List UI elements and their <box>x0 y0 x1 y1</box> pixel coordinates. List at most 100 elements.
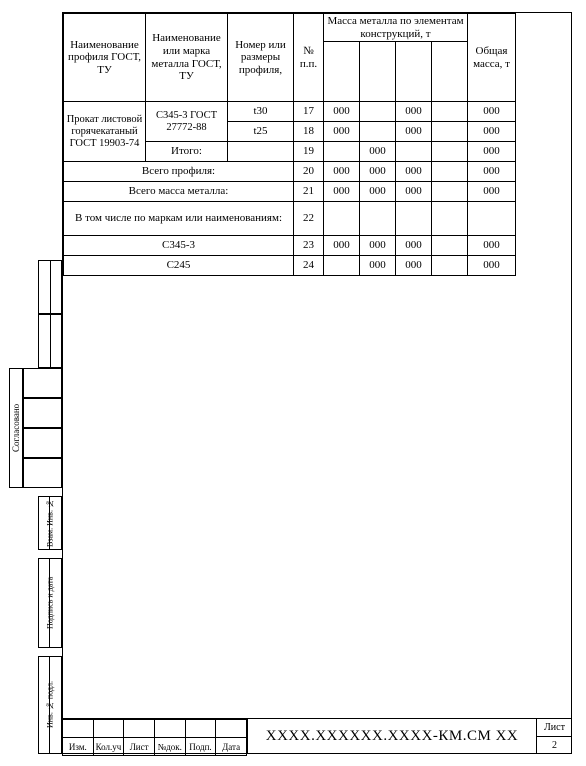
cell-m1: 000 <box>324 102 360 122</box>
row-c345: С345-3 <box>64 236 294 256</box>
cell-m1: 000 <box>324 122 360 142</box>
cell-total: 000 <box>468 182 516 202</box>
cell-m2: 000 <box>360 142 396 162</box>
cell-m4 <box>432 162 468 182</box>
drawing-page: Наименование профиля ГОСТ, ТУ Наименован… <box>0 0 586 766</box>
cell-total: 000 <box>468 256 516 276</box>
cell-m2: 000 <box>360 162 396 182</box>
row-total-profile: Всего профиля: <box>64 162 294 182</box>
rev-header-kol: Кол.уч <box>93 738 124 756</box>
sidebar-box <box>38 496 50 550</box>
header-mass-group: Масса металла по элементам конструкций, … <box>324 14 468 42</box>
cell-total: 000 <box>468 162 516 182</box>
cell-npp: 20 <box>294 162 324 182</box>
sheet-number: 2 <box>537 737 572 754</box>
rev-cell <box>63 720 94 738</box>
cell-m3 <box>396 142 432 162</box>
rev-cell <box>154 720 185 738</box>
cell-m4 <box>432 122 468 142</box>
cell-m1 <box>324 202 360 236</box>
cell-m2 <box>360 202 396 236</box>
drawing-code: XXXX.XXXXXX.XXXX-КМ.СМ XX <box>248 719 536 754</box>
cell-m1: 000 <box>324 162 360 182</box>
metal-mass-table: Наименование профиля ГОСТ, ТУ Наименован… <box>63 13 516 276</box>
cell-metal-name: С345-3 ГОСТ 27772-88 <box>146 102 228 142</box>
sidebar-box <box>23 368 62 398</box>
cell-m4 <box>432 202 468 236</box>
cell-size <box>228 142 294 162</box>
rev-header-ndok: №док. <box>154 738 185 756</box>
header-metal: Наименование или марка металла ГОСТ, ТУ <box>146 14 228 102</box>
cell-total <box>468 202 516 236</box>
cell-profile-name: Прокат листовой горячекатаный ГОСТ 19903… <box>64 102 146 162</box>
cell-m3: 000 <box>396 256 432 276</box>
header-m2 <box>360 42 396 102</box>
row-total-metal: Всего масса металла: <box>64 182 294 202</box>
cell-m2: 000 <box>360 236 396 256</box>
cell-m4 <box>432 236 468 256</box>
cell-m1: 000 <box>324 236 360 256</box>
cell-npp: 18 <box>294 122 324 142</box>
sidebar-agreed: Согласовано <box>9 368 23 488</box>
table-row: С345-3 23 000 000 000 000 <box>64 236 516 256</box>
rev-cell <box>216 720 247 738</box>
title-block: Изм. Кол.уч Лист №док. Подп. Дата XXXX.X… <box>62 718 572 754</box>
cell-m4 <box>432 102 468 122</box>
cell-m3: 000 <box>396 236 432 256</box>
table-row: Всего масса металла: 21 000 000 000 000 <box>64 182 516 202</box>
cell-npp: 23 <box>294 236 324 256</box>
cell-m4 <box>432 142 468 162</box>
header-total: Общая масса, т <box>468 14 516 102</box>
header-m3 <box>396 42 432 102</box>
cell-total: 000 <box>468 142 516 162</box>
table-row: Всего профиля: 20 000 000 000 000 <box>64 162 516 182</box>
header-m4 <box>432 42 468 102</box>
cell-total: 000 <box>468 102 516 122</box>
row-c245: С245 <box>64 256 294 276</box>
cell-total: 000 <box>468 236 516 256</box>
header-profile: Наименование профиля ГОСТ, ТУ <box>64 14 146 102</box>
cell-size: t30 <box>228 102 294 122</box>
cell-m3: 000 <box>396 102 432 122</box>
gost-sidebar: Согласовано Взам. Инв. № Подпись и дата … <box>9 368 63 754</box>
header-npp: № п.п. <box>294 14 324 102</box>
rev-cell <box>185 720 216 738</box>
header-size: Номер или размеры профиля, <box>228 14 294 102</box>
cell-npp: 22 <box>294 202 324 236</box>
cell-itogo: Итого: <box>146 142 228 162</box>
sidebar-box <box>50 260 62 314</box>
cell-npp: 24 <box>294 256 324 276</box>
cell-m4 <box>432 256 468 276</box>
revision-table: Изм. Кол.уч Лист №док. Подп. Дата <box>62 719 248 754</box>
sidebar-box <box>38 656 50 754</box>
rev-header-podp: Подп. <box>185 738 216 756</box>
cell-m2: 000 <box>360 182 396 202</box>
header-m1 <box>324 42 360 102</box>
cell-m2 <box>360 102 396 122</box>
table-row: В том числе по маркам или наименованиям:… <box>64 202 516 236</box>
cell-total: 000 <box>468 122 516 142</box>
rev-cell <box>124 720 155 738</box>
rev-cell <box>93 720 124 738</box>
cell-m3: 000 <box>396 162 432 182</box>
rev-header-izm: Изм. <box>63 738 94 756</box>
cell-npp: 21 <box>294 182 324 202</box>
sheet-box: Лист 2 <box>536 719 572 754</box>
cell-m4 <box>432 182 468 202</box>
cell-m3 <box>396 202 432 236</box>
table-row: Прокат листовой горячекатаный ГОСТ 19903… <box>64 102 516 122</box>
cell-npp: 19 <box>294 142 324 162</box>
cell-m1 <box>324 142 360 162</box>
sidebar-box <box>50 314 62 368</box>
table-row: С245 24 000 000 000 <box>64 256 516 276</box>
cell-m1 <box>324 256 360 276</box>
sidebar-box <box>23 458 62 488</box>
rev-header-data: Дата <box>216 738 247 756</box>
cell-m3: 000 <box>396 182 432 202</box>
sidebar-box <box>23 398 62 428</box>
rev-header-list: Лист <box>124 738 155 756</box>
cell-m2: 000 <box>360 256 396 276</box>
row-by-marks: В том числе по маркам или наименованиям: <box>64 202 294 236</box>
cell-size: t25 <box>228 122 294 142</box>
cell-m1: 000 <box>324 182 360 202</box>
